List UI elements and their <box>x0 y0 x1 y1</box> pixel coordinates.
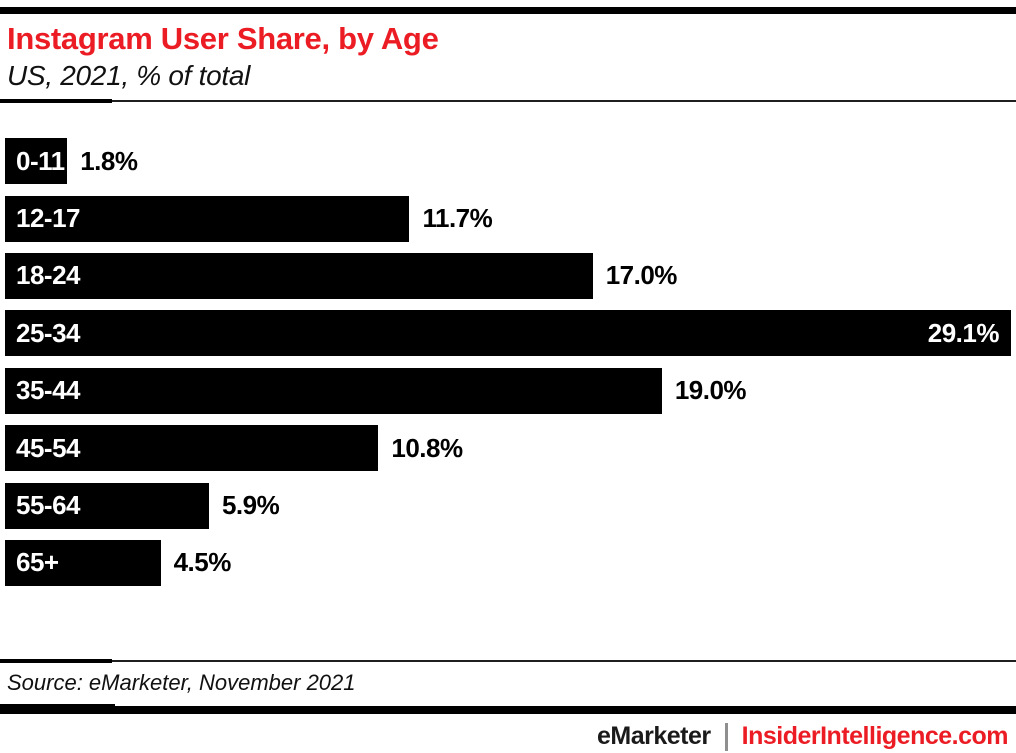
chart-header: Instagram User Share, by Age US, 2021, %… <box>0 14 1016 92</box>
bar-category-label: 55-64 <box>16 490 81 521</box>
footer-site-insiderintelligence: InsiderIntelligence.com <box>741 722 1009 751</box>
top-brand-bar <box>0 7 1016 14</box>
chart-title: Instagram User Share, by Age <box>7 21 439 56</box>
bar-row: 0-11 1.8% <box>5 138 1011 185</box>
bar-category-label: 12-17 <box>16 203 81 234</box>
bar-value-label: 19.0% <box>674 375 747 406</box>
bar-row: 55-64 5.9% <box>5 482 1011 529</box>
footer-brand-bar-band <box>0 706 1016 715</box>
source-note: Source: eMarketer, November 2021 <box>7 669 356 695</box>
chart-subtitle: US, 2021, % of total <box>7 59 251 91</box>
bar-row: 35-44 19.0% <box>5 367 1011 414</box>
bar-row: 65+ 4.5% <box>5 539 1011 586</box>
bar-row: 18-24 17.0% <box>5 252 1011 299</box>
bar-row: 25-34 29.1% <box>5 310 1011 357</box>
bar: 65+ <box>5 539 161 586</box>
footer-separator-bar <box>724 722 728 751</box>
bar-value-label: 17.0% <box>605 260 678 291</box>
bar-category-label: 18-24 <box>16 260 81 291</box>
bar-row: 12-17 11.7% <box>5 195 1011 242</box>
header-divider-stub <box>0 99 112 104</box>
header-divider-line <box>112 100 1016 103</box>
bar: 45-54 <box>5 425 379 472</box>
footer-brand-bar <box>0 704 1016 715</box>
source-divider-line <box>112 659 1016 662</box>
bar: 25-34 29.1% <box>5 310 1011 357</box>
bar-chart: 0-11 1.8% 12-17 11.7% 18-24 17.0% 25-34 29.1% 35… <box>5 138 1011 586</box>
bar: 55-64 <box>5 482 209 529</box>
header-divider <box>0 99 1016 104</box>
bar-value-label: 11.7% <box>422 203 493 234</box>
source-divider-stub <box>0 658 112 663</box>
bar-category-label: 35-44 <box>16 375 81 406</box>
bar-category-label: 65+ <box>16 547 59 578</box>
bar: 18-24 <box>5 252 593 299</box>
bar-value-label: 5.9% <box>221 490 280 521</box>
bar-row: 45-54 10.8% <box>5 425 1011 472</box>
footer-brand-emarketer: eMarketer <box>597 722 711 751</box>
bar-value-label: 29.1% <box>927 317 1000 348</box>
bar-value-label: 10.8% <box>391 432 463 463</box>
bar: 12-17 <box>5 195 410 242</box>
footer: eMarketer InsiderIntelligence.com <box>0 714 1016 751</box>
bar-value-label: 4.5% <box>173 547 232 578</box>
bar: 0-11 <box>5 138 68 185</box>
bar-category-label: 45-54 <box>16 432 81 463</box>
source-divider <box>0 658 1016 664</box>
bar-category-label: 0-11 <box>16 145 65 176</box>
bar-value-label: 1.8% <box>80 145 138 176</box>
bar: 35-44 <box>5 367 662 414</box>
bar-category-label: 25-34 <box>16 317 81 348</box>
